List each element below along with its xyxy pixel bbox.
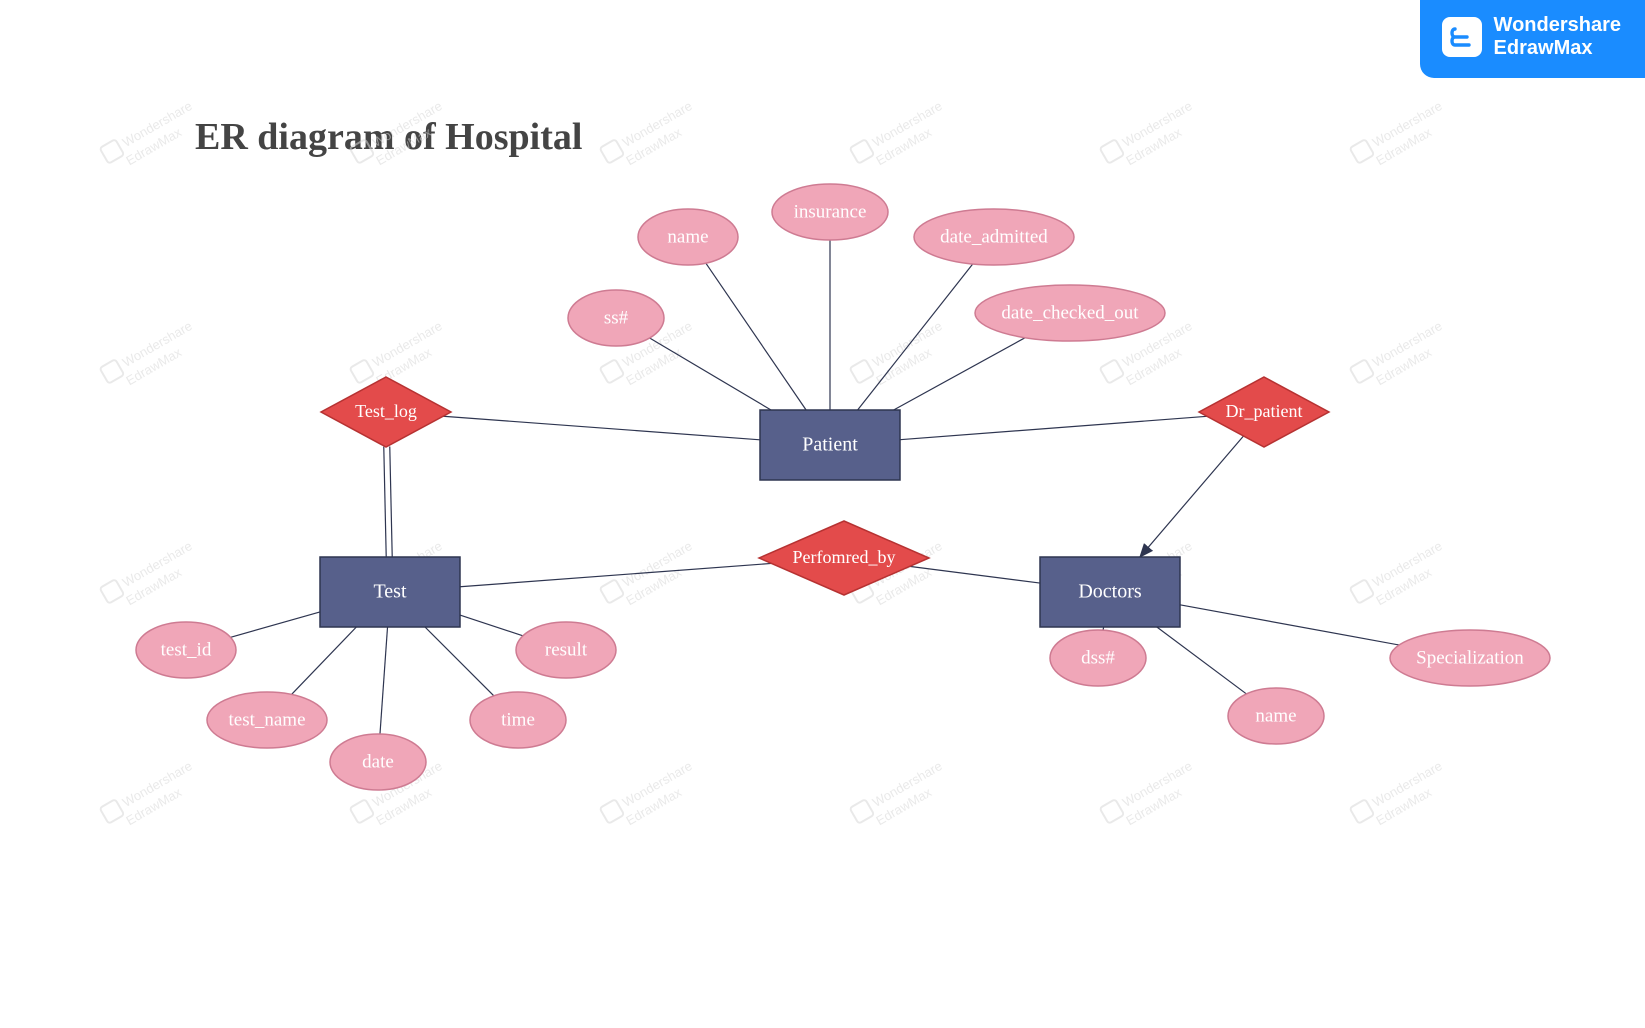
attribute-label-p_checked: date_checked_out (1001, 302, 1139, 323)
attribute-layer: ss# name insurance date_admitted date_checke… (136, 184, 1550, 790)
edge-performed_by-doctors (910, 566, 1040, 583)
attr-edge-t_id (231, 612, 320, 637)
edge-dr_patient-doctors (1140, 436, 1244, 557)
relationship-label-dr_patient: Dr_patient (1226, 401, 1303, 421)
attr-edge-t_date (380, 627, 388, 734)
attribute-label-t_name: test_name (228, 709, 305, 730)
er-diagram-canvas: ss# name insurance date_admitted date_checke… (0, 0, 1645, 1028)
attribute-label-t_time: time (501, 709, 535, 730)
attr-edge-p_ss (650, 338, 771, 410)
attribute-label-t_date: date (362, 751, 394, 772)
attr-edge-t_time (425, 627, 494, 696)
edge-test-performed_by (460, 563, 771, 586)
attr-edge-t_name (292, 627, 357, 694)
attr-edge-p_checked (894, 338, 1025, 410)
attribute-label-t_result: result (545, 639, 588, 660)
attr-edge-d_spec (1180, 605, 1399, 645)
relationship-label-performed_by: Perfomred_by (793, 547, 896, 567)
entity-layer: Patient Test Doctors (320, 410, 1180, 627)
edge-layer (231, 240, 1400, 734)
edge-test_log-patient (443, 416, 760, 440)
attribute-label-t_id: test_id (161, 639, 212, 660)
edge-dr_patient-patient (900, 416, 1207, 439)
attribute-label-p_admitted: date_admitted (940, 226, 1048, 247)
entity-label-patient: Patient (802, 434, 858, 456)
entity-label-doctors: Doctors (1078, 581, 1142, 603)
edge-test_log-test-b (390, 447, 392, 557)
attribute-label-p_insurance: insurance (794, 201, 867, 222)
attribute-label-d_spec: Specialization (1416, 647, 1524, 668)
relationship-label-test_log: Test_log (355, 401, 417, 421)
attr-edge-p_name (706, 263, 806, 410)
attr-edge-t_result (460, 615, 523, 636)
attribute-label-p_name: name (667, 226, 708, 247)
attribute-label-d_name: name (1255, 705, 1296, 726)
entity-label-test: Test (373, 581, 406, 603)
attribute-label-p_ss: ss# (604, 307, 629, 328)
edge-test_log-test-a (384, 447, 386, 557)
attribute-label-d_dss: dss# (1081, 647, 1115, 668)
attr-edge-d_name (1157, 627, 1247, 694)
attr-edge-p_admitted (858, 264, 973, 410)
